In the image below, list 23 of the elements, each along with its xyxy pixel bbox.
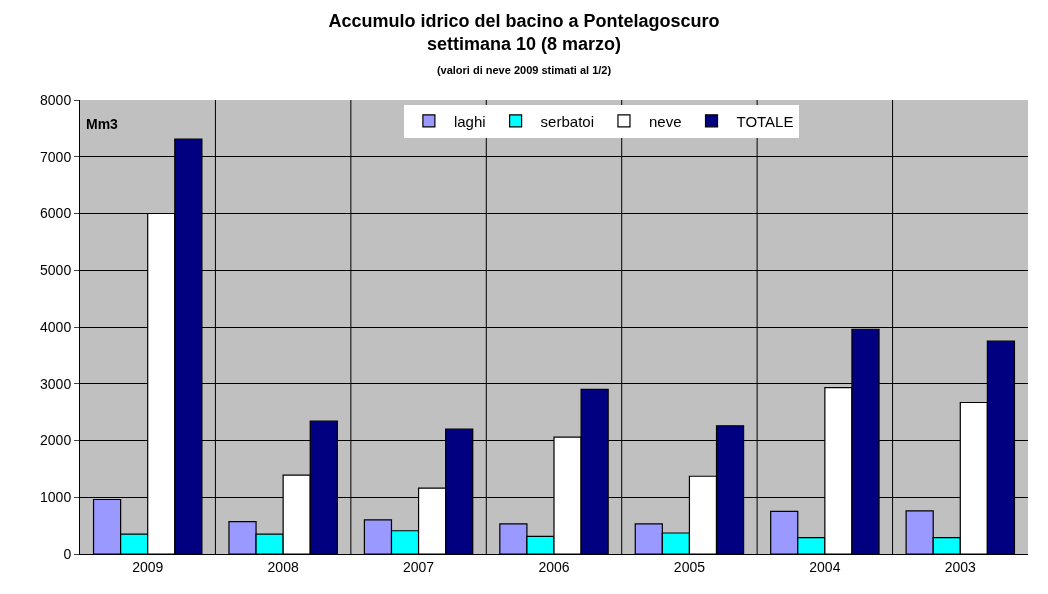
- x-tick-label: 2004: [809, 558, 841, 575]
- y-tick-label: 3000: [40, 375, 72, 392]
- chart-subtitle: (valori di neve 2009 stimati al 1/2): [436, 63, 612, 76]
- y-tick-label: 7000: [40, 148, 72, 165]
- x-tick-label: 2005: [673, 558, 706, 575]
- legend-label: laghi: [453, 112, 486, 130]
- x-tick-label: 2003: [944, 558, 977, 575]
- y-tick-label: 6000: [40, 205, 72, 222]
- x-tick-label: 2007: [402, 558, 435, 575]
- y-tick-label: 5000: [40, 262, 72, 279]
- legend-label: TOTALE: [736, 112, 794, 130]
- x-tick-label: 2008: [267, 558, 299, 575]
- y-tick-label: 2000: [40, 432, 72, 449]
- legend-label: neve: [648, 112, 682, 130]
- y-tick-label: 1000: [40, 489, 72, 506]
- x-tick-label: 2009: [132, 558, 164, 575]
- legend-label: serbatoi: [540, 112, 594, 130]
- chart-title: Accumulo idrico del bacino a Pontelagoscuro settimana 10 (8 marzo): [328, 10, 720, 55]
- y-tick-label: 0: [63, 545, 72, 562]
- x-tick-label: 2006: [538, 558, 570, 575]
- y-tick-label: 4000: [40, 318, 72, 335]
- y-axis-title: Mm3: [86, 116, 119, 132]
- y-tick-label: 8000: [40, 91, 72, 108]
